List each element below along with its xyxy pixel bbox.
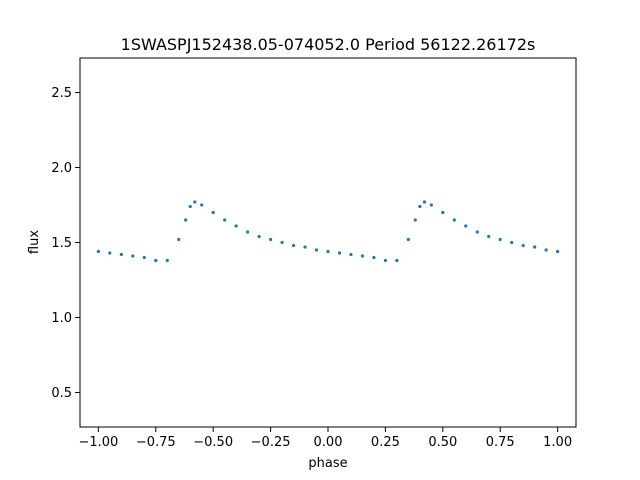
data-point [193,200,197,204]
data-point [291,243,296,248]
data-point [280,240,284,245]
data-points [96,200,560,263]
data-point [257,234,261,239]
data-point [406,237,410,242]
data-point [360,254,365,258]
data-point [498,237,502,242]
data-point [452,218,456,222]
data-point [268,237,273,242]
x-tick-label: −1.00 [78,435,118,450]
data-point [326,249,330,254]
x-tick-label: −0.25 [251,435,291,450]
data-point [303,245,307,249]
data-point [395,258,399,263]
data-point [464,224,468,228]
y-axis: 0.5 1.0 1.5 2.0 2.5 [51,86,80,401]
data-point [96,249,100,254]
data-point [413,218,417,222]
data-point [234,224,238,228]
y-tick-label: 0.5 [51,386,72,401]
x-tick-label: 1.00 [543,435,572,450]
data-point [108,251,112,255]
data-point [177,237,181,242]
data-point [521,243,525,248]
data-point [246,230,250,234]
y-tick-label: 2.0 [51,161,72,176]
data-point [418,204,422,209]
data-point [314,248,319,252]
x-tick-label: −0.50 [193,435,233,450]
data-point [544,248,548,252]
data-point [200,203,204,207]
x-tick-label: −0.75 [136,435,176,450]
data-point [475,230,479,234]
data-point [165,258,169,263]
data-point [131,254,135,258]
data-point [211,210,215,215]
x-tick-label: 0.25 [371,435,400,450]
x-axis-label: phase [308,456,347,471]
data-point [422,200,427,204]
data-point [533,245,537,249]
y-tick-label: 1.5 [51,236,72,251]
data-point [441,210,445,215]
data-point [429,203,433,207]
data-point [184,218,188,222]
data-point [349,252,353,257]
y-tick-label: 2.5 [51,86,72,101]
data-point [372,255,376,260]
data-point [383,258,388,263]
data-point [556,249,560,254]
x-axis: −1.00 −0.75 −0.50 −0.25 0.00 0.25 0.50 0.75 1.00 [78,427,572,450]
x-tick-label: 0.00 [314,435,343,450]
y-tick-label: 1.0 [51,311,72,326]
data-point [119,252,123,257]
data-point [337,251,342,255]
data-point [188,204,192,209]
y-axis-label: flux [27,230,42,254]
data-point [154,258,158,263]
x-tick-label: 0.75 [486,435,515,450]
data-point [487,234,491,239]
chart-title: 1SWASPJ152438.05-074052.0 Period 56122.2… [121,35,536,54]
data-point [142,255,146,260]
x-tick-label: 0.50 [428,435,457,450]
data-point [510,240,514,245]
data-point [223,218,227,222]
